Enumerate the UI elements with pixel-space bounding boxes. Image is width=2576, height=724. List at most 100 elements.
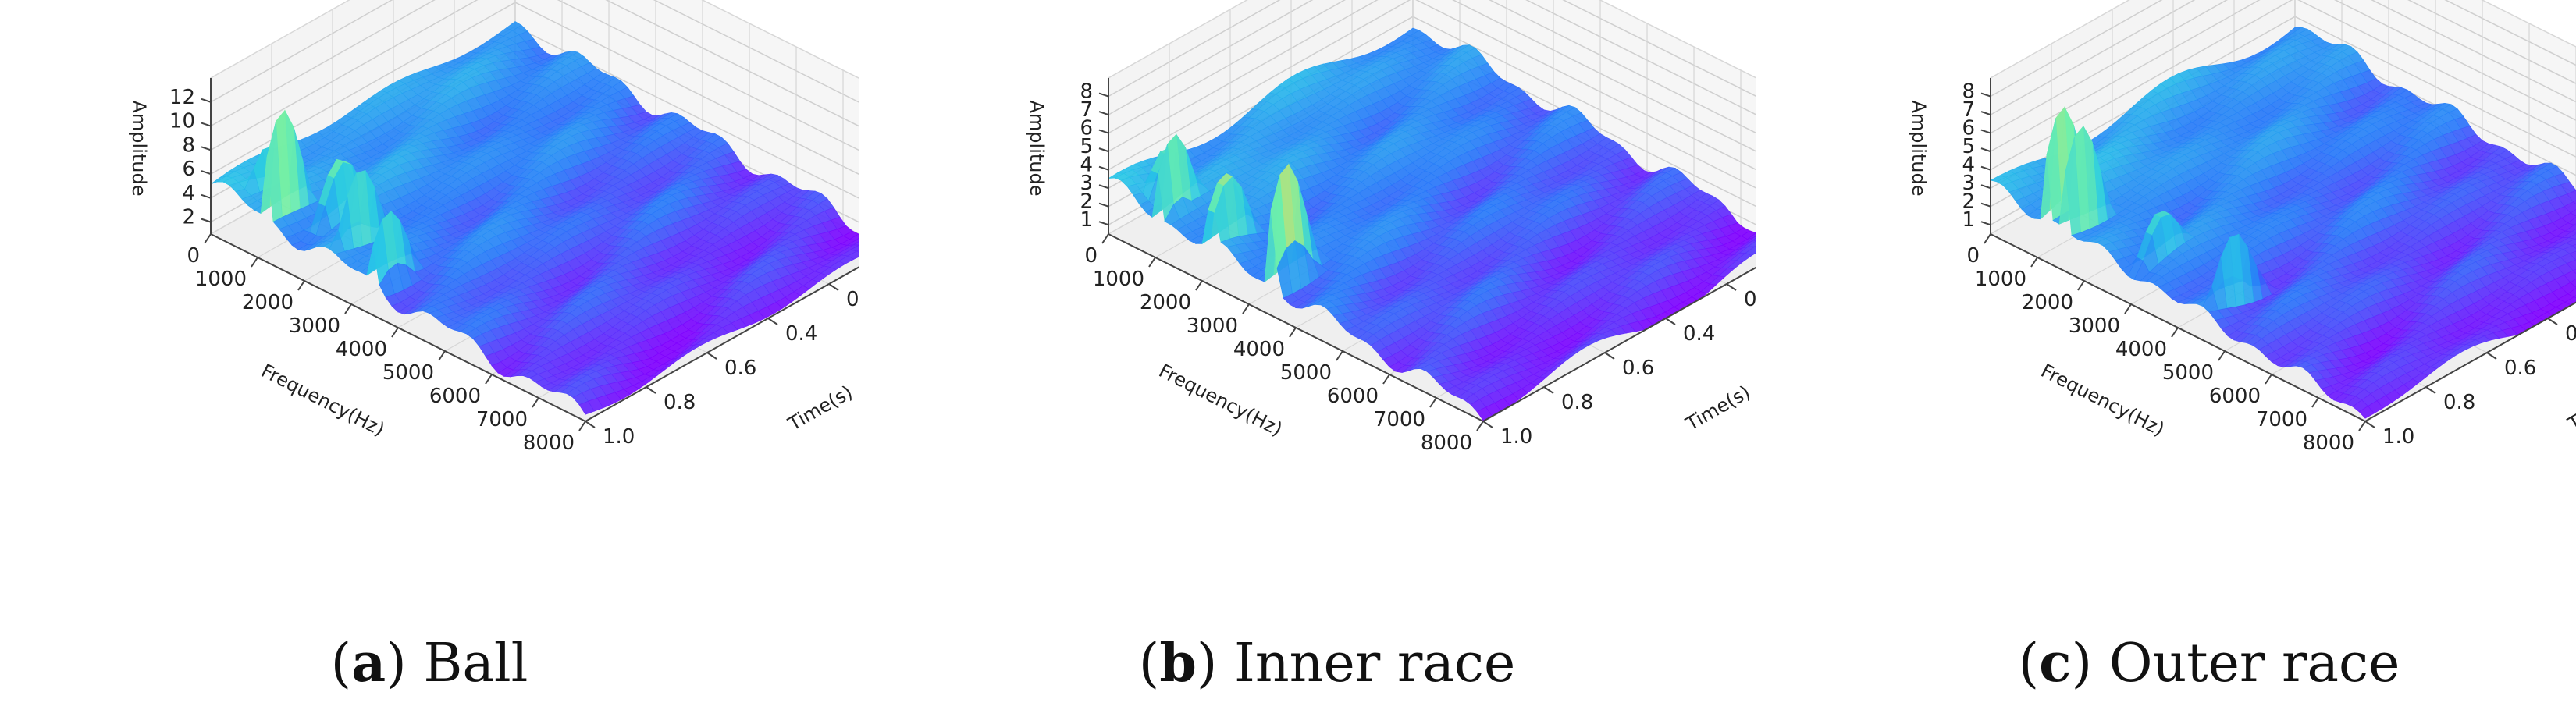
- y-tick-label: 0.4: [785, 322, 817, 346]
- y-axis-line: [1482, 266, 1756, 422]
- z-gridline: [210, 0, 859, 151]
- z-tick: [201, 170, 212, 176]
- surface-group: 2468101201000200030004000500060007000800…: [128, 0, 859, 455]
- z-gridline: [1108, 0, 1756, 171]
- surface-plot-outer-race: 1234567801000200030004000500060007000800…: [1908, 0, 2576, 455]
- z-tick: [1098, 129, 1109, 134]
- x-tick-label: 2000: [242, 291, 294, 314]
- x-tick: [532, 397, 539, 408]
- x-tick-label: 3000: [289, 314, 340, 338]
- x-tick-label: 4000: [1233, 338, 1285, 361]
- x-tick: [1476, 421, 1484, 431]
- z-axis-label: Amplitude: [1026, 101, 1048, 197]
- surface-cell: [2572, 200, 2576, 204]
- x-tick: [1289, 327, 1297, 338]
- z-tick: [201, 122, 212, 127]
- x-tick-label: 3000: [1187, 314, 1238, 338]
- z-tick-label: 8: [182, 133, 195, 157]
- surface-group: 1234567801000200030004000500060007000800…: [1908, 0, 2576, 455]
- y-tick-label: 0.8: [664, 391, 696, 414]
- z-tick-label: 1: [1080, 208, 1093, 232]
- y-tick-label: 1.0: [603, 425, 635, 449]
- x-tick: [251, 257, 258, 268]
- x-tick-label: 8000: [523, 431, 575, 455]
- z-tick: [1098, 221, 1109, 226]
- z-tick: [1098, 111, 1109, 116]
- y-tick: [1665, 318, 1676, 325]
- z-tick: [201, 193, 212, 199]
- z-tick-label: 6: [182, 158, 195, 181]
- caption-letter: b: [1159, 632, 1197, 694]
- x-tick: [485, 374, 493, 385]
- z-tick: [1098, 147, 1109, 153]
- x-tick-label: 5000: [1280, 361, 1332, 385]
- y-tick: [1604, 352, 1615, 360]
- caption-letter: a: [351, 632, 386, 694]
- y-tick: [646, 386, 656, 394]
- x-tick-label: 7000: [1374, 408, 1425, 431]
- y-tick-label: 1.0: [1500, 425, 1532, 449]
- x-axis-label: Frequency(Hz): [258, 360, 388, 441]
- surface-cell: [2571, 243, 2576, 249]
- x-tick-label: 6000: [429, 385, 481, 408]
- z-gridline: [1108, 0, 1756, 115]
- z-gridline: [210, 0, 859, 103]
- x-tick: [1242, 303, 1250, 314]
- x-tick: [1429, 397, 1437, 408]
- z-tick-label: 3: [1080, 172, 1093, 195]
- z-gridline: [210, 0, 859, 127]
- z-tick: [201, 98, 212, 103]
- x-tick: [1148, 257, 1156, 268]
- z-tick: [1098, 165, 1109, 171]
- y-tick-label: 0.6: [1622, 357, 1654, 380]
- z-tick-label: 12: [169, 86, 195, 109]
- y-tick: [828, 283, 839, 291]
- y-axis-label: Time(s): [1681, 381, 1754, 435]
- x-tick-label: 7000: [476, 408, 528, 431]
- y-tick: [1482, 421, 1493, 428]
- caption-text: Inner race: [1234, 633, 1516, 694]
- x-tick-label: 2000: [1140, 291, 1191, 314]
- x-tick-label: 6000: [1327, 385, 1379, 408]
- z-tick-label: 5: [1080, 135, 1093, 158]
- z-tick: [201, 146, 212, 151]
- surface-cell: [856, 238, 859, 240]
- z-tick: [1098, 92, 1109, 98]
- x-tick-label: 8000: [1421, 431, 1472, 455]
- z-tick: [201, 218, 212, 223]
- z-gridline: [1990, 0, 2576, 98]
- surface-plot-inner-race: 1234567801000200030004000500060007000800…: [1026, 0, 1756, 455]
- x-tick: [1101, 233, 1109, 244]
- caption-inner-race: (b) Inner race: [1138, 632, 1516, 694]
- z-gridline: [1990, 0, 2576, 134]
- surface-cell: [1754, 245, 1756, 248]
- z-tick-label: 2: [182, 206, 195, 229]
- x-tick: [1382, 374, 1390, 385]
- caption-text: Ball: [423, 633, 528, 694]
- y-axis-label: Time(s): [784, 381, 856, 435]
- y-tick-label: 0.6: [724, 357, 756, 380]
- caption-ball: (a) Ball: [330, 632, 528, 694]
- x-tick: [1195, 280, 1203, 291]
- z-tick-label: 4: [182, 182, 195, 205]
- panel-inner-race: 1 2 3 4 5 6 7 8 0 1000 2000 3000 4000 5000 6000 7000 800…: [898, 0, 1756, 724]
- z-axis-label: Amplitude: [128, 101, 150, 197]
- x-tick-label: 4000: [336, 338, 387, 361]
- y-tick-label: 0.8: [1561, 391, 1593, 414]
- y-tick: [1726, 283, 1737, 291]
- surface-group: 1234567801000200030004000500060007000800…: [1026, 0, 1756, 455]
- surface-cell: [578, 400, 595, 415]
- z-tick-label: 2: [1080, 190, 1093, 214]
- z-tick-label: 6: [1080, 117, 1093, 140]
- z-tick-label: 4: [1080, 154, 1093, 177]
- x-axis-label: Frequency(Hz): [1155, 360, 1286, 441]
- y-tick-label: 0.4: [1683, 322, 1715, 346]
- z-tick-label: 8: [1080, 80, 1093, 104]
- x-tick-label: 1000: [195, 268, 247, 291]
- x-tick-label: 0: [1084, 244, 1098, 268]
- x-tick: [1336, 350, 1343, 361]
- panel-outer-race: 1 2 3 4 5 6 7 8 0 1000 2000 3000 4000 5000 6000 7000 800…: [1780, 0, 2576, 724]
- x-tick: [297, 280, 305, 291]
- x-tick: [578, 421, 586, 431]
- x-tick-label: 1000: [1093, 268, 1144, 291]
